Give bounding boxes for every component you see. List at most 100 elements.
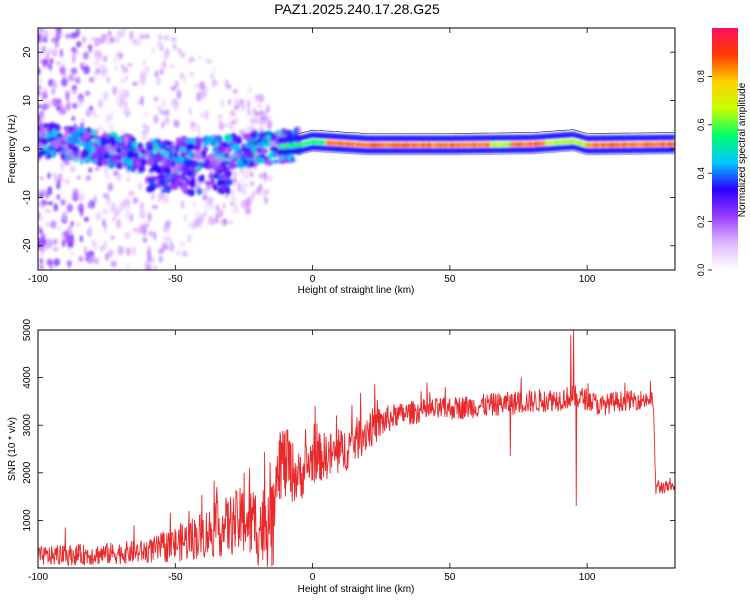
spectrogram-noise-cell	[203, 110, 210, 121]
spectrogram-noise-cell	[82, 245, 89, 251]
spectrogram-blob	[196, 188, 203, 196]
x-tick-label: -100	[28, 572, 48, 583]
spectrogram-noise-cell	[220, 98, 225, 108]
spectrogram-noise-cell	[186, 234, 192, 243]
spectrogram-noise-cell	[71, 46, 77, 53]
spectrogram-blob	[139, 149, 147, 155]
spectrogram-blob	[215, 157, 224, 163]
spectrogram-noise-cell	[240, 199, 246, 209]
spectrogram-blob	[153, 143, 160, 153]
spectrogram-noise-cell	[38, 216, 44, 221]
spectrogram-blob	[204, 180, 212, 186]
x-tick-label: 50	[444, 274, 456, 285]
spectrogram-noise-cell	[146, 255, 153, 263]
spectrogram-noise-cell	[181, 250, 188, 258]
spectrogram-noise-cell	[68, 241, 74, 249]
spectrogram-noise-cell	[112, 217, 116, 222]
spectrogram-noise-cell	[38, 90, 41, 96]
spectrogram-noise-cell	[130, 248, 137, 257]
spectrogram-noise-cell	[39, 264, 44, 270]
spectrogram-blob	[170, 178, 176, 185]
spectrogram-noise-cell	[118, 51, 123, 60]
spectrogram-noise-cell	[194, 83, 198, 88]
spectrogram-blob	[48, 121, 57, 131]
spectrogram-noise-cell	[139, 34, 145, 40]
spectrogram-blob	[172, 151, 179, 158]
spectrogram-noise-cell	[52, 171, 57, 180]
spectrogram-noise-cell	[41, 237, 47, 247]
spectrogram-noise-cell	[53, 203, 59, 212]
spectrogram-noise-cell	[56, 193, 61, 201]
spectrogram-noise-cell	[56, 104, 61, 112]
spectrogram-noise-cell	[249, 180, 255, 187]
spectrogram-blob	[170, 161, 177, 167]
spectrogram-noise-cell	[38, 262, 41, 269]
spectrogram-noise-cell	[92, 257, 100, 265]
spectrogram-band-core	[672, 141, 675, 147]
spectrogram-noise-cell	[139, 201, 145, 211]
spectrogram-blob	[156, 174, 161, 183]
spectrogram-noise-cell	[178, 240, 186, 248]
spectrogram-noise-cell	[176, 89, 182, 100]
spectrogram-noise-cell	[47, 172, 51, 180]
spectrogram-blob	[177, 180, 184, 188]
spectrogram-blob	[249, 140, 254, 149]
spectrogram-noise-cell	[234, 98, 239, 104]
spectrogram-blob	[100, 160, 110, 166]
spectrogram-noise-cell	[251, 191, 256, 199]
spectrogram-blob	[156, 183, 162, 189]
spectrogram-noise-cell	[259, 172, 263, 180]
spectrogram-blob	[212, 173, 219, 179]
spectrogram-noise-cell	[212, 66, 216, 73]
spectrogram-noise-cell	[70, 250, 75, 257]
spectrogram-noise-cell	[201, 93, 207, 99]
spectrogram-noise-cell	[169, 242, 175, 252]
spectrogram-noise-cell	[259, 109, 263, 116]
spectrogram-noise-cell	[266, 104, 270, 113]
spectrogram-noise-cell	[204, 201, 209, 211]
spectrogram-noise-cell	[181, 200, 185, 210]
y-tick-label: 4000	[22, 366, 33, 389]
spectrogram-noise-cell	[51, 48, 58, 57]
spectrogram-noise-cell	[87, 250, 95, 257]
spectrogram-blob	[178, 147, 187, 152]
spectrogram-noise-cell	[139, 210, 146, 219]
spectrogram-noise-cell	[42, 58, 49, 67]
spectrogram-noise-cell	[247, 86, 253, 93]
spectrogram-blob	[188, 149, 194, 156]
spectrogram-noise-cell	[197, 91, 204, 96]
spectrogram-noise-cell	[116, 173, 122, 182]
spectrogram-noise-cell	[38, 28, 42, 36]
spectrogram-blob	[209, 136, 216, 144]
spectrogram-noise-cell	[93, 195, 98, 204]
spectrogram-blob	[99, 139, 105, 146]
spectrogram-noise-cell	[125, 262, 131, 270]
spectrogram-noise-cell	[78, 256, 84, 262]
spectrogram-noise-cell	[58, 108, 66, 115]
spectrogram-noise-cell	[172, 43, 178, 51]
spectrogram-noise-cell	[230, 195, 237, 205]
spectrogram-noise-cell	[93, 70, 97, 79]
spectrogram-blob	[250, 130, 258, 140]
spectrogram-blob	[214, 134, 223, 143]
spectrogram-blob	[255, 147, 264, 154]
colorbar-tick-label: 0.8	[696, 70, 706, 83]
spectrogram-noise-cell	[162, 98, 166, 108]
spectrogram-noise-cell	[218, 120, 223, 129]
spectrogram-blob	[100, 148, 106, 156]
spectrogram-noise-cell	[39, 175, 44, 181]
colorbar-gradient	[712, 28, 738, 270]
spectrogram-noise-cell	[38, 66, 41, 76]
spectrogram-noise-cell	[215, 213, 219, 223]
spectrogram-blob	[293, 127, 299, 134]
spectrogram-blob	[262, 155, 269, 160]
spectrogram-noise-cell	[175, 250, 181, 256]
spectrogram-noise-cell	[88, 49, 92, 54]
spectrogram-noise-cell	[116, 29, 124, 36]
spectrogram-noise-cell	[87, 201, 93, 209]
spectrogram-noise-cell	[38, 193, 44, 198]
spectrogram-noise-cell	[202, 194, 209, 201]
spectrogram-blob	[152, 175, 157, 182]
spectrogram-blob	[167, 145, 176, 151]
spectrogram-blob	[115, 147, 122, 154]
